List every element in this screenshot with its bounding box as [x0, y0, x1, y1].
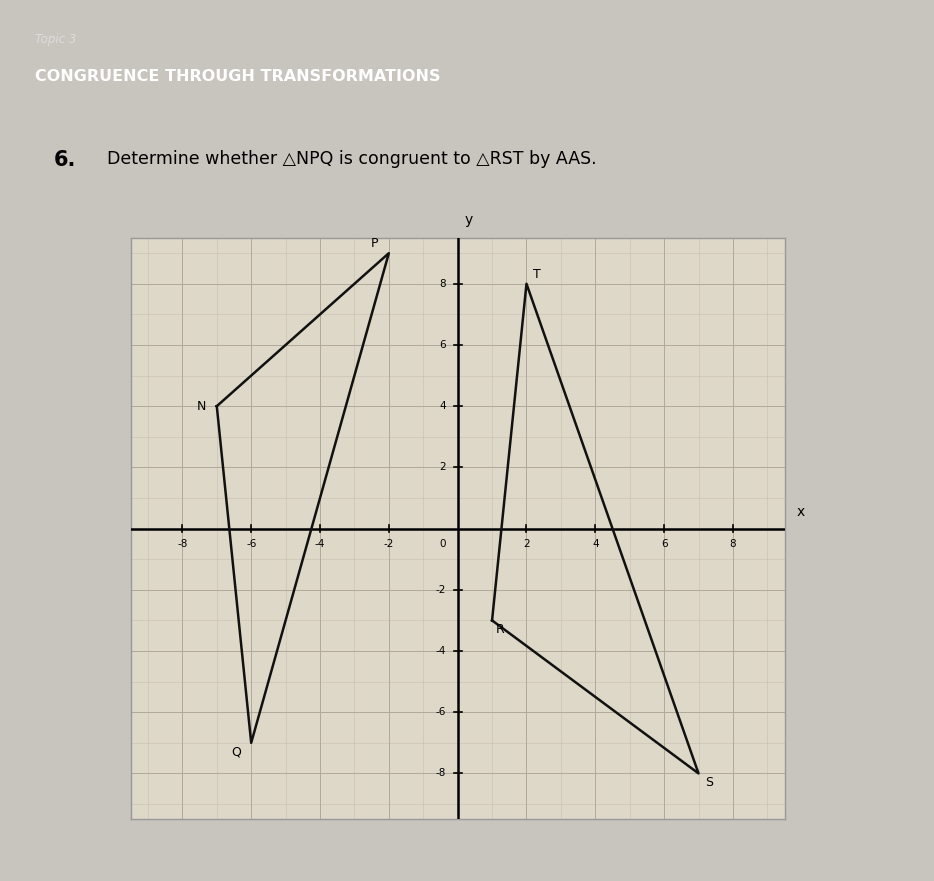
Text: -4: -4: [315, 539, 325, 550]
Text: Determine whether △NPQ is congruent to △RST by AAS.: Determine whether △NPQ is congruent to △…: [107, 150, 597, 167]
Text: -8: -8: [435, 768, 446, 779]
Text: 6.: 6.: [54, 150, 77, 170]
Text: 8: 8: [729, 539, 736, 550]
Text: R: R: [496, 624, 504, 636]
Text: N: N: [197, 400, 206, 412]
Text: 2: 2: [523, 539, 530, 550]
Text: 0: 0: [439, 539, 446, 550]
Text: 8: 8: [439, 278, 446, 289]
Text: Topic 3: Topic 3: [35, 33, 77, 47]
Text: -2: -2: [435, 585, 446, 595]
Text: 6: 6: [661, 539, 668, 550]
Text: x: x: [797, 506, 805, 520]
Text: -4: -4: [435, 646, 446, 656]
Text: y: y: [464, 213, 473, 227]
Text: S: S: [705, 776, 714, 789]
Text: 2: 2: [439, 463, 446, 472]
Text: 6: 6: [439, 340, 446, 350]
Text: Q: Q: [231, 746, 241, 759]
Text: 4: 4: [439, 401, 446, 411]
Text: -6: -6: [435, 707, 446, 717]
Text: -2: -2: [384, 539, 394, 550]
Text: T: T: [533, 268, 541, 281]
Text: -6: -6: [246, 539, 257, 550]
Text: -8: -8: [177, 539, 188, 550]
Text: CONGRUENCE THROUGH TRANSFORMATIONS: CONGRUENCE THROUGH TRANSFORMATIONS: [35, 69, 441, 84]
Text: P: P: [371, 237, 378, 250]
Text: 4: 4: [592, 539, 599, 550]
